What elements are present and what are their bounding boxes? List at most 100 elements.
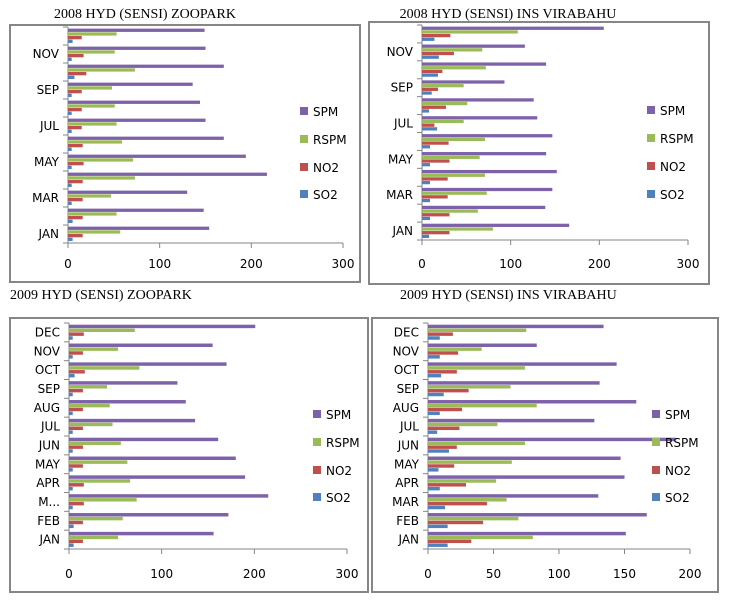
x-tick-label: 0 <box>65 567 73 581</box>
bar-spm-aug <box>422 98 534 102</box>
bar-no2-jan <box>69 539 83 544</box>
bar-spm-aug <box>428 400 637 404</box>
bar-no2-aug <box>428 407 463 412</box>
bar-so2-oct <box>69 373 75 378</box>
category-label: FEB <box>396 514 419 528</box>
bar-so2-oct <box>428 373 442 378</box>
bar-rspm-aug <box>68 104 115 108</box>
x-tick-label: 300 <box>332 257 355 271</box>
bar-rspm-jul <box>428 422 498 427</box>
bar-no2-sep <box>422 87 438 91</box>
x-tick-label: 200 <box>588 257 611 271</box>
chart-3: 2009 HYD (SENSI) ZOOPARK 0 100 200 300 JAN FEB… <box>9 288 369 593</box>
legend-label: SPM <box>326 408 351 422</box>
bar-spm-feb <box>422 205 546 210</box>
bar-spm-mar <box>428 494 599 498</box>
category-label: MAY <box>35 457 61 471</box>
bar-spm-jul <box>69 418 196 423</box>
bar-so2-jul <box>68 129 72 133</box>
x-tick-label: 300 <box>336 567 359 581</box>
legend-label: NO2 <box>326 464 352 478</box>
legend-label: SO2 <box>326 491 351 505</box>
bar-no2-jul <box>428 426 460 431</box>
bar-no2-apr <box>68 180 83 184</box>
legend-swatch-no2 <box>652 466 660 474</box>
bar-no2-mar <box>422 195 448 199</box>
category-label: SEP <box>391 81 413 95</box>
category-label: NOV <box>387 45 414 59</box>
bar-so2-apr <box>428 486 440 491</box>
category-label: MAR <box>386 188 413 202</box>
category-label: SEP <box>38 382 60 396</box>
bar-no2-feb <box>422 213 450 217</box>
chart-title: 2008 HYD (SENSI) INS VIRABAHU <box>400 7 617 22</box>
x-tick-label: 100 <box>148 257 171 271</box>
bar-no2-dec <box>428 332 453 336</box>
bar-spm-feb <box>69 513 229 517</box>
bar-rspm-apr <box>428 479 497 483</box>
x-tick-label: 100 <box>150 567 173 581</box>
bar-rspm-dec <box>428 328 527 333</box>
bar-spm-jun <box>422 134 553 138</box>
bar-so2-jan <box>422 234 430 238</box>
bar-no2-jul <box>69 426 83 431</box>
bar-so2-nov <box>69 355 73 359</box>
legend-label: SPM <box>660 104 685 118</box>
bar-rspm-mar <box>68 194 112 198</box>
category-label: DEC <box>394 325 419 339</box>
bar-no2-may <box>69 464 83 468</box>
bar-no2-dec <box>69 332 84 336</box>
bar-so2-jun <box>422 145 430 149</box>
legend-label: RSPM <box>326 436 360 450</box>
bar-so2-may <box>69 468 73 472</box>
bar-no2-feb <box>428 520 484 525</box>
bar-no2-oct <box>428 370 457 374</box>
chart-title: 2008 HYD (SENSI) ZOOPARK <box>54 7 236 22</box>
bar-spm-jan <box>69 531 214 536</box>
bar-spm-oct <box>69 362 227 366</box>
bar-rspm-dec <box>69 328 135 333</box>
bar-rspm-feb <box>68 212 117 216</box>
bar-spm-oct <box>68 64 224 68</box>
bar-rspm-oct <box>428 366 525 370</box>
bar-no2-oct <box>68 72 87 76</box>
bar-so2-jun <box>69 449 73 453</box>
category-label: FEB <box>37 514 60 528</box>
bar-rspm-nov <box>428 347 482 351</box>
category-label: MAR <box>392 495 419 509</box>
bar-no2-nov <box>68 54 84 58</box>
bar-spm-jun <box>69 437 219 442</box>
category-label: JAN <box>391 224 413 238</box>
legend-label: SO2 <box>665 491 690 505</box>
bar-so2-mar <box>422 198 430 203</box>
category-label: JUN <box>38 438 60 452</box>
bar-so2-aug <box>428 411 440 416</box>
bar-so2-aug <box>69 411 73 416</box>
bar-spm-dec <box>68 28 205 32</box>
category-label: NOV <box>33 47 60 61</box>
bar-spm-aug <box>68 100 200 104</box>
legend-label: SPM <box>665 408 690 422</box>
bar-spm-aug <box>69 400 186 404</box>
bar-so2-feb <box>422 216 430 221</box>
bar-spm-nov <box>69 343 213 347</box>
bar-so2-mar <box>68 201 72 205</box>
legend-swatch-spm <box>300 107 308 115</box>
bar-spm-mar <box>69 494 269 498</box>
bar-no2-mar <box>428 501 487 506</box>
bar-so2-nov <box>428 355 440 359</box>
bar-rspm-oct <box>68 68 135 72</box>
bar-no2-jan <box>422 231 450 235</box>
category-label: AUG <box>393 401 419 415</box>
bar-rspm-sep <box>68 86 112 90</box>
bar-so2-feb <box>428 524 448 529</box>
category-label: DEC <box>35 325 60 339</box>
bar-no2-aug <box>68 108 82 112</box>
chart-1: 2008 HYD (SENSI) ZOOPARK 0 100 200 300 JAN MAR… <box>9 7 361 283</box>
bar-rspm-sep <box>428 385 511 389</box>
category-label: SEP <box>37 83 59 97</box>
bar-rspm-jun <box>428 441 525 446</box>
bar-rspm-nov <box>422 48 483 52</box>
bar-rspm-feb <box>428 516 519 521</box>
